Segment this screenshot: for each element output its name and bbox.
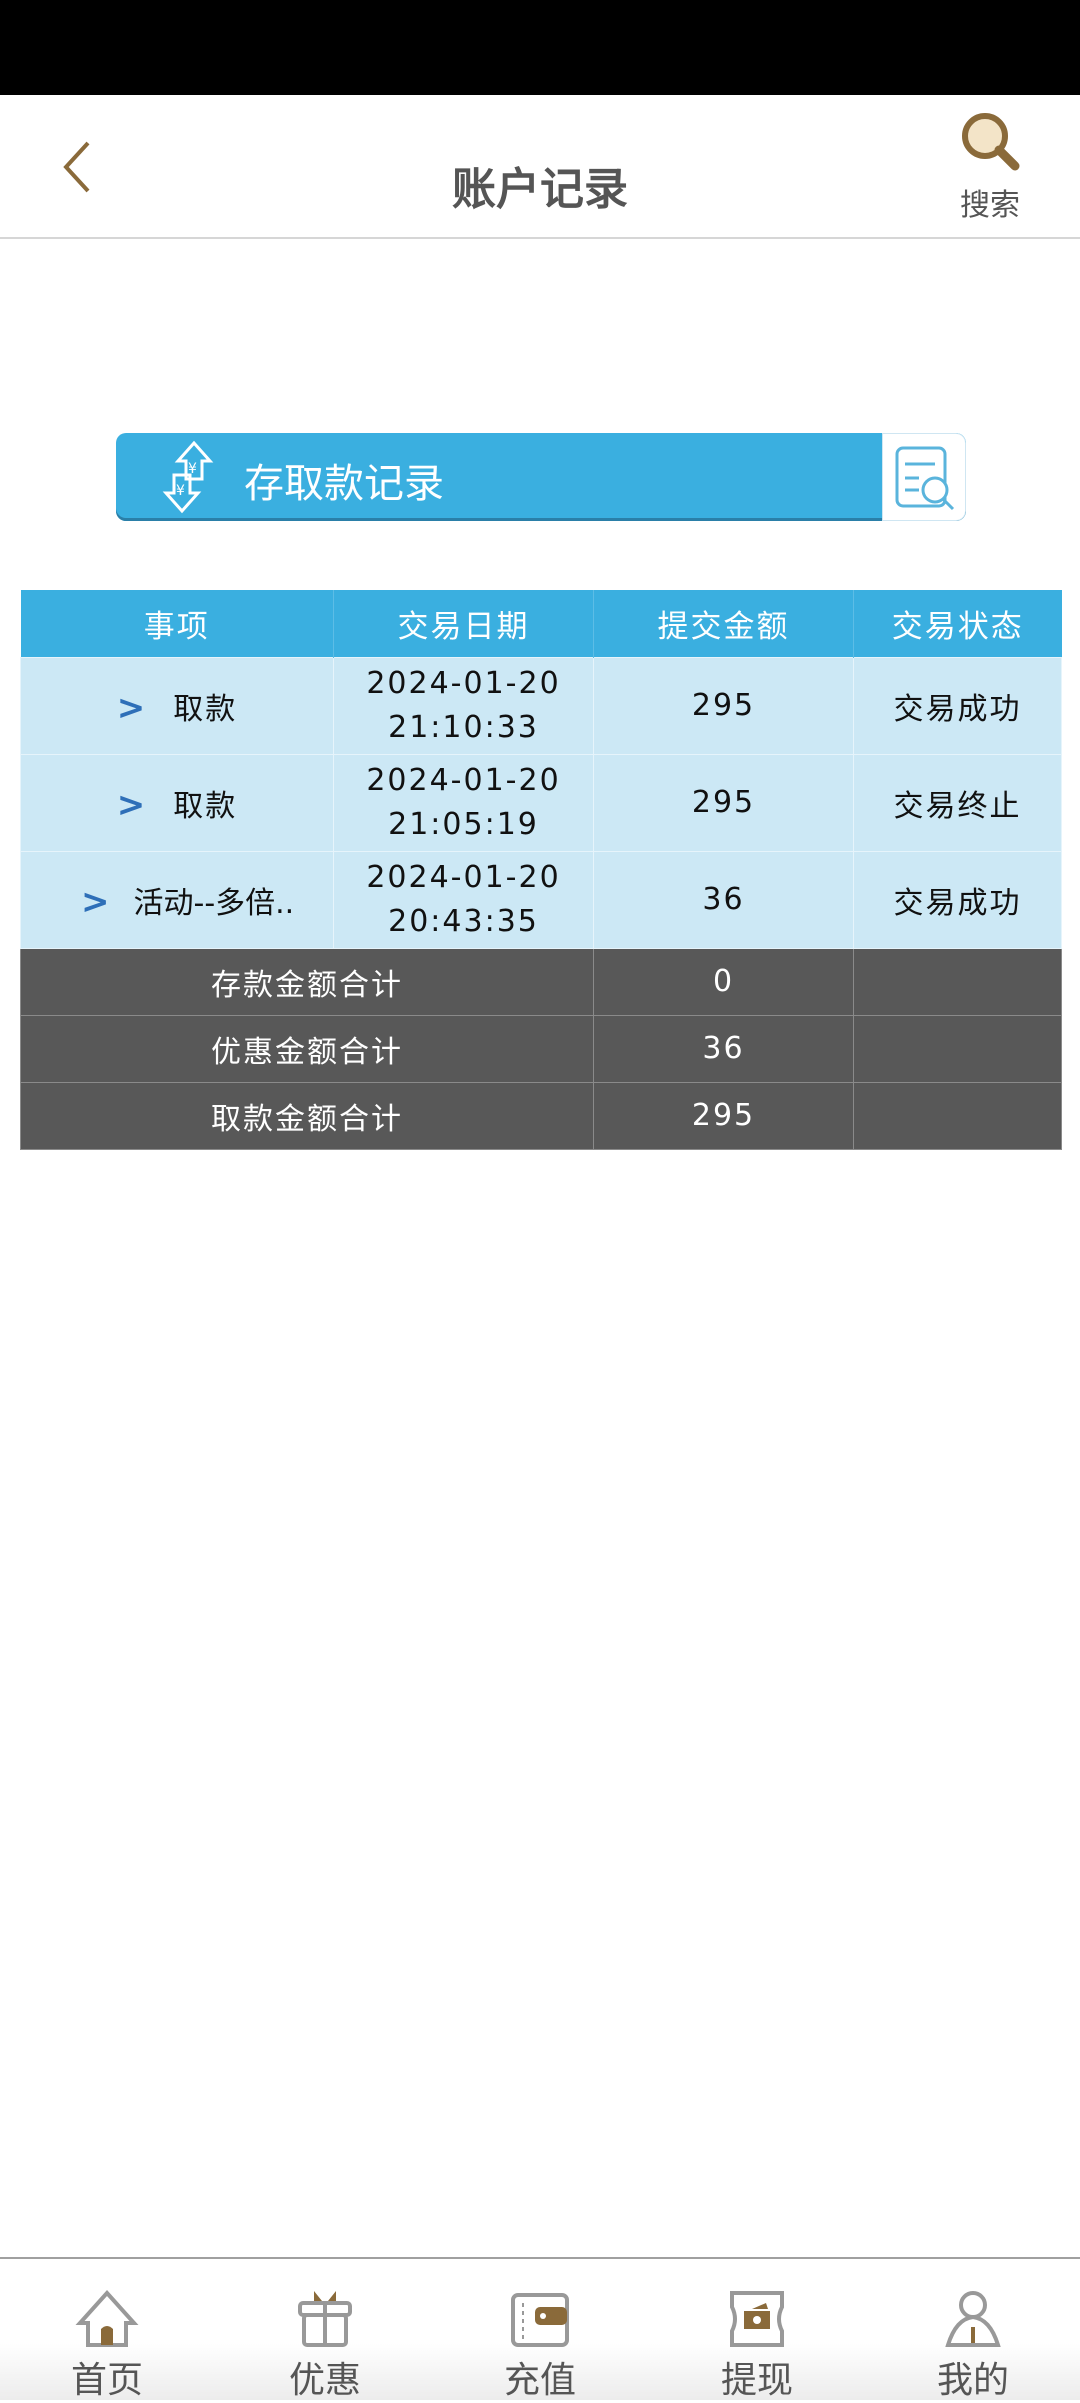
column-header: 事项 <box>20 590 334 657</box>
empty-cell <box>853 1014 1062 1083</box>
chevron-left-icon <box>63 141 90 193</box>
status-bar <box>0 0 1080 95</box>
search-label: 搜索 <box>960 188 1020 223</box>
cash-icon <box>730 2291 784 2347</box>
item-cell[interactable]: > 取款 <box>20 753 334 852</box>
table-row[interactable]: > 活动--多倍.. 2024-01-20 20:43:35 36 交易成功 <box>20 850 1062 949</box>
chevron-right-icon: > <box>116 687 148 728</box>
summary-label: 存款金额合计 <box>20 947 594 1016</box>
nav-item-deposit[interactable]: 充值 <box>470 2289 610 2403</box>
search-icon <box>962 113 1020 171</box>
chevron-right-icon: > <box>116 784 148 825</box>
header: 账户记录 搜索 <box>0 95 1080 239</box>
banner-title: 存取款记录 <box>244 461 444 507</box>
nav-item-promotions[interactable]: 优惠 <box>255 2289 395 2403</box>
column-header: 提交金额 <box>593 590 854 657</box>
document-search-icon <box>895 446 955 511</box>
date-cell: 2024-01-20 21:10:33 <box>333 656 594 755</box>
gift-icon <box>298 2291 352 2347</box>
nav-item-home[interactable]: 首页 <box>37 2289 177 2403</box>
table-row[interactable]: > 取款 2024-01-20 21:05:19 295 交易终止 <box>20 753 1062 852</box>
search-button[interactable]: 搜索 <box>950 110 1030 223</box>
page-title: 账户记录 <box>452 164 628 215</box>
nav-item-withdraw[interactable]: 提现 <box>687 2289 827 2403</box>
chevron-right-icon: > <box>81 881 112 922</box>
date-cell: 2024-01-20 21:05:19 <box>333 753 594 852</box>
wallet-icon <box>511 2293 569 2347</box>
status-cell: 交易成功 <box>853 656 1062 755</box>
summary-row-withdraw: 取款金额合计 295 <box>20 1081 1062 1150</box>
table-row[interactable]: > 取款 2024-01-20 21:10:33 295 交易成功 <box>20 656 1062 755</box>
summary-label: 取款金额合计 <box>20 1081 594 1150</box>
status-cell: 交易成功 <box>853 850 1062 949</box>
back-button[interactable] <box>50 135 110 195</box>
bottom-nav: 首页 优惠 充值 提现 我的 <box>0 2257 1080 2403</box>
records-banner: ¥ ¥ 存取款记录 <box>116 433 966 521</box>
summary-row-bonus: 优惠金额合计 36 <box>20 1014 1062 1083</box>
amount-cell: 295 <box>593 753 854 852</box>
column-header: 交易状态 <box>853 590 1062 657</box>
summary-value: 36 <box>593 1014 854 1083</box>
summary-row-deposit: 存款金额合计 0 <box>20 947 1062 1016</box>
svg-text:¥: ¥ <box>176 483 185 499</box>
item-cell[interactable]: > 取款 <box>20 656 334 755</box>
deposit-withdraw-icon: ¥¥ <box>162 440 214 514</box>
summary-value: 295 <box>593 1081 854 1150</box>
date-cell: 2024-01-20 20:43:35 <box>333 850 594 949</box>
item-cell[interactable]: > 活动--多倍.. <box>20 850 334 949</box>
amount-cell: 36 <box>593 850 854 949</box>
column-header: 交易日期 <box>333 590 594 657</box>
empty-cell <box>853 947 1062 1016</box>
svg-text:¥: ¥ <box>188 461 197 477</box>
amount-cell: 295 <box>593 656 854 755</box>
records-table: 事项 交易日期 提交金额 交易状态 > 取款 2024-01-20 21:10:33… <box>20 590 1062 1150</box>
empty-cell <box>853 1081 1062 1150</box>
status-cell: 交易终止 <box>853 753 1062 852</box>
summary-label: 优惠金额合计 <box>20 1014 594 1083</box>
home-icon <box>75 2290 139 2347</box>
record-search-button[interactable] <box>882 433 966 521</box>
table-header: 事项 交易日期 提交金额 交易状态 <box>20 590 1062 657</box>
nav-item-profile[interactable]: 我的 <box>903 2289 1043 2403</box>
summary-value: 0 <box>593 947 854 1016</box>
user-icon <box>945 2291 1001 2347</box>
